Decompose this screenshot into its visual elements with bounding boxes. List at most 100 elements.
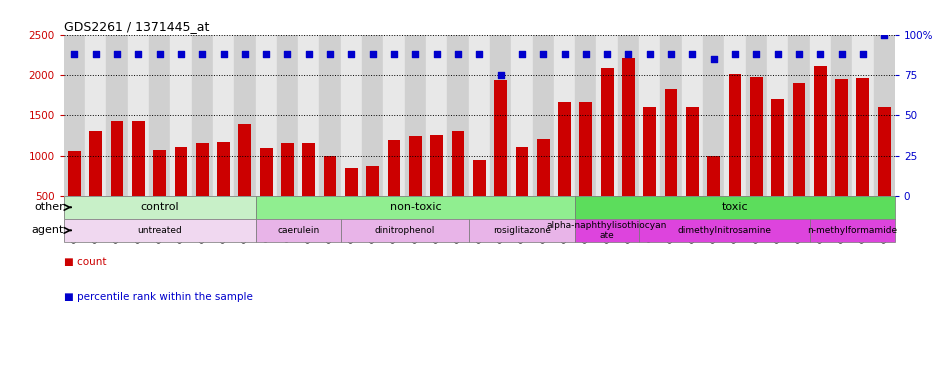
Bar <box>217 142 229 236</box>
Bar <box>638 219 809 242</box>
Bar <box>212 35 234 196</box>
Text: n-methylformamide: n-methylformamide <box>806 226 897 235</box>
Point <box>791 51 806 57</box>
Text: alpha-naphthylisothiocyan
ate: alpha-naphthylisothiocyan ate <box>547 221 666 240</box>
Bar <box>685 107 698 236</box>
Text: ■ percentile rank within the sample: ■ percentile rank within the sample <box>64 292 253 302</box>
Point <box>66 51 81 57</box>
Point <box>195 51 210 57</box>
Point <box>599 51 614 57</box>
Bar <box>770 99 783 236</box>
Bar <box>127 35 149 196</box>
Bar <box>515 147 528 236</box>
Point <box>641 51 656 57</box>
Bar <box>319 35 341 196</box>
Text: GDS2261 / 1371445_at: GDS2261 / 1371445_at <box>64 20 209 33</box>
Bar <box>787 35 809 196</box>
Point <box>280 51 295 57</box>
Bar <box>728 74 740 236</box>
Bar <box>302 143 314 236</box>
Bar <box>281 143 294 236</box>
Point <box>812 51 826 57</box>
Text: agent: agent <box>31 225 64 235</box>
Point <box>556 51 571 57</box>
Point <box>152 51 167 57</box>
Bar <box>830 35 852 196</box>
Bar <box>767 35 787 196</box>
Bar <box>575 35 596 196</box>
Bar <box>575 196 894 219</box>
Bar <box>852 35 872 196</box>
Bar <box>259 148 272 236</box>
Bar <box>809 35 830 196</box>
Bar <box>426 35 446 196</box>
Bar <box>511 35 532 196</box>
Bar <box>238 124 251 236</box>
Point <box>88 51 103 57</box>
Bar <box>256 196 575 219</box>
Text: dinitrophenol: dinitrophenol <box>374 226 434 235</box>
Bar <box>154 150 166 236</box>
Point <box>769 51 784 57</box>
Bar <box>388 140 400 236</box>
Bar <box>170 35 191 196</box>
Bar <box>323 156 336 236</box>
Bar <box>600 68 613 236</box>
Bar <box>298 35 319 196</box>
Bar <box>536 139 549 236</box>
Bar <box>106 35 127 196</box>
Point <box>471 51 487 57</box>
Bar <box>664 89 677 236</box>
Bar <box>191 35 212 196</box>
Bar <box>256 35 276 196</box>
Point <box>535 51 550 57</box>
Bar <box>493 80 506 236</box>
Point <box>110 51 124 57</box>
Point <box>258 51 273 57</box>
Bar <box>64 219 256 242</box>
Bar <box>622 58 635 236</box>
Bar <box>745 35 767 196</box>
Point <box>876 31 891 38</box>
Bar <box>877 107 889 236</box>
Bar <box>553 35 575 196</box>
Bar <box>430 136 443 236</box>
Bar <box>446 35 468 196</box>
Point <box>833 51 848 57</box>
Bar <box>383 35 404 196</box>
Bar <box>638 35 660 196</box>
Point <box>492 72 507 78</box>
Point <box>407 51 422 57</box>
Text: untreated: untreated <box>137 226 182 235</box>
Bar <box>490 35 511 196</box>
Bar <box>110 121 124 236</box>
Point <box>748 51 763 57</box>
Bar <box>64 35 85 196</box>
Point <box>578 51 592 57</box>
Bar <box>468 219 575 242</box>
Point <box>621 51 636 57</box>
Bar <box>749 77 762 236</box>
Bar <box>660 35 681 196</box>
Point <box>322 51 337 57</box>
Text: other: other <box>34 202 64 212</box>
Text: caerulein: caerulein <box>277 226 319 235</box>
Bar <box>276 35 298 196</box>
Bar <box>149 35 170 196</box>
Bar <box>809 219 894 242</box>
Bar <box>89 131 102 236</box>
Point <box>855 51 870 57</box>
Bar <box>64 196 256 219</box>
Point <box>365 51 380 57</box>
Point <box>237 51 252 57</box>
Point <box>387 51 402 57</box>
Bar <box>451 131 464 236</box>
Text: toxic: toxic <box>721 202 748 212</box>
Point <box>173 51 188 57</box>
Bar <box>132 121 144 236</box>
Text: dimethylnitrosamine: dimethylnitrosamine <box>677 226 770 235</box>
Point <box>429 51 444 57</box>
Bar <box>341 219 468 242</box>
Bar <box>473 161 485 236</box>
Bar <box>256 219 341 242</box>
